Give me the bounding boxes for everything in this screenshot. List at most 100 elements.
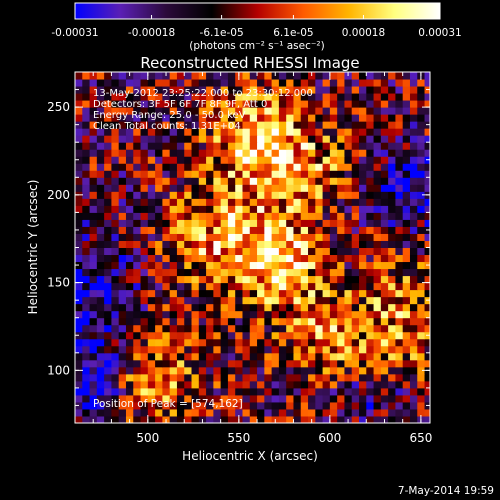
- heatmap-pixel: [75, 275, 83, 284]
- heatmap-pixel: [111, 107, 120, 115]
- heatmap-pixel: [351, 415, 360, 423]
- heatmap-pixel: [315, 359, 324, 368]
- heatmap-pixel: [359, 93, 367, 101]
- heatmap-pixel: [249, 156, 258, 164]
- heatmap-pixel: [206, 275, 214, 284]
- heatmap-pixel: [395, 142, 404, 150]
- heatmap-pixel: [271, 268, 280, 277]
- heatmap-pixel: [104, 247, 112, 256]
- heatmap-pixel: [147, 72, 156, 80]
- heatmap-pixel: [104, 226, 112, 234]
- heatmap-pixel: [111, 366, 120, 375]
- heatmap-pixel: [315, 366, 324, 375]
- heatmap-pixel: [337, 184, 345, 192]
- heatmap-pixel: [308, 338, 316, 347]
- heatmap-pixel: [409, 415, 418, 423]
- heatmap-pixel: [133, 261, 142, 270]
- heatmap-pixel: [75, 100, 83, 108]
- heatmap-pixel: [366, 268, 375, 277]
- heatmap-pixel: [315, 401, 324, 410]
- heatmap-pixel: [293, 149, 302, 157]
- heatmap-pixel: [322, 401, 331, 410]
- heatmap-pixel: [322, 394, 331, 403]
- heatmap-pixel: [366, 247, 375, 256]
- heatmap-pixel: [249, 170, 258, 178]
- heatmap-pixel: [198, 198, 207, 206]
- heatmap-pixel: [337, 107, 345, 115]
- heatmap-pixel: [220, 310, 229, 319]
- heatmap-pixel: [191, 233, 200, 241]
- heatmap-pixel: [118, 366, 127, 375]
- heatmap-pixel: [432, 311, 440, 319]
- heatmap-pixel: [257, 247, 265, 256]
- heatmap-pixel: [227, 135, 236, 143]
- heatmap-pixel: [351, 149, 360, 157]
- heatmap-pixel: [176, 114, 185, 122]
- heatmap-pixel: [380, 401, 389, 410]
- heatmap-pixel: [380, 331, 389, 340]
- heatmap-pixel: [147, 387, 156, 396]
- heatmap-pixel: [140, 401, 149, 410]
- heatmap-pixel: [125, 408, 134, 417]
- heatmap-pixel: [395, 345, 404, 354]
- heatmap-pixel: [424, 240, 430, 248]
- heatmap-pixel: [329, 149, 338, 157]
- heatmap-pixel: [213, 86, 222, 94]
- heatmap-pixel: [206, 324, 214, 333]
- heatmap-pixel: [206, 240, 214, 248]
- heatmap-pixel: [366, 135, 375, 143]
- heatmap-pixel: [373, 219, 382, 227]
- heatmap-pixel: [271, 317, 280, 326]
- heatmap-pixel: [337, 317, 345, 326]
- heatmap-pixel: [409, 184, 418, 192]
- heatmap-pixel: [169, 177, 178, 185]
- heatmap-pixel: [140, 226, 149, 234]
- heatmap-pixel: [278, 296, 287, 305]
- heatmap-pixel: [388, 219, 396, 227]
- heatmap-pixel: [220, 170, 229, 178]
- heatmap-pixel: [337, 233, 345, 241]
- heatmap-pixel: [395, 415, 404, 423]
- heatmap-pixel: [118, 191, 127, 199]
- heatmap-pixel: [300, 289, 309, 298]
- heatmap-pixel: [235, 303, 243, 312]
- heatmap-pixel: [380, 345, 389, 354]
- heatmap-pixel: [169, 184, 178, 192]
- heatmap-pixel: [125, 128, 134, 136]
- heatmap-pixel: [293, 275, 302, 284]
- heatmap-pixel: [75, 373, 83, 382]
- heatmap-pixel: [82, 219, 91, 227]
- heatmap-pixel: [395, 107, 404, 115]
- heatmap-pixel: [366, 219, 375, 227]
- heatmap-pixel: [147, 100, 156, 108]
- heatmap-pixel: [242, 86, 251, 94]
- heatmap-pixel: [417, 352, 426, 361]
- heatmap-pixel: [162, 408, 171, 417]
- heatmap-pixel: [184, 387, 193, 396]
- heatmap-pixel: [118, 163, 127, 171]
- heatmap-pixel: [82, 408, 91, 417]
- heatmap-pixel: [322, 324, 331, 333]
- heatmap-pixel: [133, 135, 142, 143]
- heatmap-pixel: [402, 191, 411, 199]
- heatmap-pixel: [118, 177, 127, 185]
- heatmap-pixel: [235, 331, 243, 340]
- heatmap-pixel: [402, 268, 411, 277]
- heatmap-pixel: [89, 303, 98, 312]
- heatmap-pixel: [155, 310, 163, 319]
- heatmap-pixel: [213, 93, 222, 101]
- heatmap-pixel: [147, 240, 156, 248]
- heatmap-pixel: [213, 373, 222, 382]
- heatmap-pixel: [162, 289, 171, 298]
- heatmap-pixel: [264, 219, 273, 227]
- heatmap-pixel: [373, 114, 382, 122]
- heatmap-pixel: [402, 114, 411, 122]
- heatmap-pixel: [293, 296, 302, 305]
- heatmap-pixel: [184, 261, 193, 270]
- heatmap-pixel: [402, 149, 411, 157]
- heatmap-pixel: [118, 114, 127, 122]
- heatmap-pixel: [417, 163, 426, 171]
- heatmap-pixel: [89, 212, 98, 220]
- heatmap-pixel: [162, 163, 171, 171]
- heatmap-pixel: [432, 219, 440, 227]
